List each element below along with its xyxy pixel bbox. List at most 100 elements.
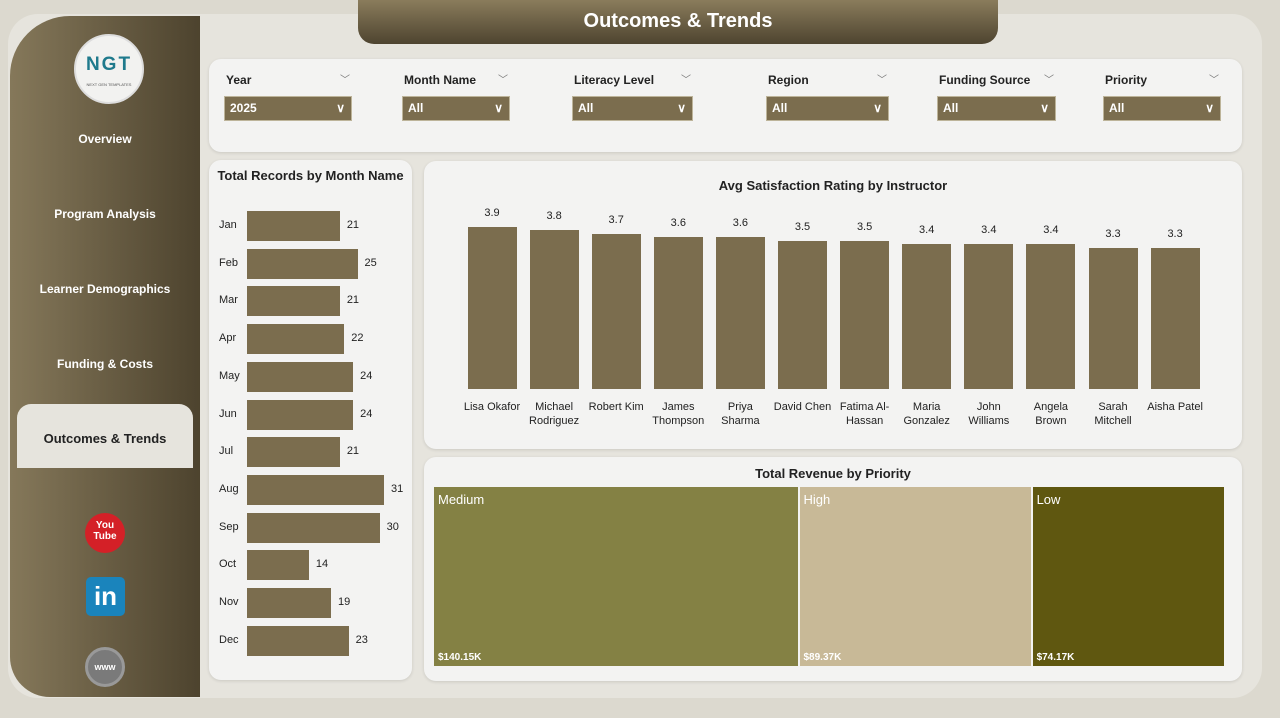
instructor-bar[interactable] (653, 237, 703, 389)
instructor-bar[interactable] (529, 230, 579, 389)
month-label: Dec (219, 633, 239, 646)
treemap-label: High (803, 492, 831, 507)
chevron-down-icon[interactable]: ﹀ (877, 75, 887, 86)
month-value: 24 (360, 407, 373, 420)
month-bar[interactable] (247, 399, 354, 430)
instructor-label: Maria Gonzalez (903, 401, 950, 427)
month-bar[interactable] (247, 211, 340, 241)
instructor-value: 3.3 (1167, 227, 1183, 240)
instructor-bar[interactable] (1150, 247, 1200, 389)
filter-panel (209, 59, 1242, 152)
logo: NGT NEXT GEN TEMPLATES (74, 34, 144, 104)
instructor-value: 3.4 (919, 224, 935, 237)
chevron-down-icon[interactable]: ﹀ (1044, 75, 1054, 86)
month-bar[interactable] (247, 248, 358, 279)
chart-title: Total Records by Month Name (217, 168, 404, 183)
month-value: 21 (346, 445, 360, 458)
filter-value: All (772, 101, 788, 115)
filter-funding-source-dropdown[interactable]: All ∨ (937, 96, 1056, 121)
filter-label-literacy-level: Literacy Level (574, 73, 655, 87)
instructor-label: Robert Kim (588, 401, 644, 413)
instructor-value: 3.5 (856, 220, 873, 233)
treemap-tile-low[interactable]: Low $74.17K (1032, 487, 1224, 666)
instructor-bar[interactable] (715, 237, 765, 389)
filter-literacy-level-dropdown[interactable]: All ∨ (572, 96, 693, 121)
instructor-label: David Chen (773, 401, 832, 413)
instructor-bar[interactable] (840, 240, 890, 389)
chevron-down-icon: ∨ (494, 101, 503, 115)
month-bar[interactable] (247, 588, 331, 618)
chevron-down-icon: ∨ (1205, 101, 1214, 115)
month-bar[interactable] (247, 286, 340, 317)
filter-region-dropdown[interactable]: All ∨ (766, 96, 889, 121)
instructor-label: Aisha Patel (1147, 401, 1203, 413)
filter-label-priority: Priority (1105, 73, 1148, 87)
chart-title: Avg Satisfaction Rating by Instructor (718, 178, 948, 193)
instructor-value: 3.6 (732, 217, 749, 230)
instructor-label: Angela Brown (1033, 401, 1069, 427)
nav-learner-demographics[interactable]: Learner Demographics (39, 282, 171, 296)
month-label: Apr (219, 332, 237, 345)
chevron-down-icon[interactable]: ﹀ (498, 75, 508, 86)
instructor-bar[interactable] (1026, 244, 1076, 389)
month-label: Oct (219, 558, 237, 571)
instructor-bar[interactable] (902, 244, 952, 389)
chevron-down-icon: ∨ (1040, 101, 1049, 115)
month-bar[interactable] (247, 625, 349, 656)
filter-label-month-name: Month Name (404, 73, 476, 87)
instructor-label: John Williams (968, 401, 1010, 427)
month-bar[interactable] (247, 550, 309, 581)
filter-month-name-dropdown[interactable]: All ∨ (402, 96, 510, 121)
month-value: 30 (386, 520, 399, 533)
treemap-label: Medium (438, 492, 485, 507)
filter-value: All (408, 101, 424, 115)
month-label: Sep (219, 520, 239, 533)
chevron-down-icon[interactable]: ﹀ (681, 75, 691, 86)
month-value: 22 (351, 332, 364, 345)
instructor-bar[interactable] (591, 233, 641, 389)
chevron-down-icon[interactable]: ﹀ (340, 75, 350, 86)
month-label: Jan (219, 219, 237, 231)
instructor-label: Priya Sharma (721, 401, 760, 427)
chevron-down-icon: ∨ (336, 101, 345, 115)
instructor-value: 3.9 (484, 207, 500, 219)
treemap-tile-medium[interactable]: Medium $140.15K (434, 487, 798, 666)
linkedin-icon[interactable]: in (86, 577, 125, 616)
instructor-bar[interactable] (467, 227, 517, 389)
filter-value: 2025 (230, 101, 257, 115)
month-label: Mar (219, 294, 238, 307)
treemap-tile-high[interactable]: High $89.37K (799, 487, 1031, 666)
filter-year-dropdown[interactable]: 2025 ∨ (224, 96, 352, 121)
nav-overview[interactable]: Overview (78, 132, 132, 146)
month-value: 24 (360, 369, 373, 382)
instructor-bar[interactable] (778, 240, 827, 389)
month-bar[interactable] (247, 361, 354, 392)
instructor-value: 3.8 (546, 210, 562, 223)
filter-priority-dropdown[interactable]: All ∨ (1103, 96, 1221, 121)
month-bar[interactable] (247, 437, 340, 468)
filter-label-year: Year (226, 73, 252, 87)
instructor-bar[interactable] (964, 244, 1014, 389)
globe-www-icon[interactable]: www (85, 647, 125, 687)
month-value: 21 (346, 219, 360, 231)
instructor-value: 3.4 (981, 224, 997, 237)
nav-funding-costs[interactable]: Funding & Costs (57, 357, 153, 371)
instructor-bar[interactable] (1088, 247, 1138, 389)
month-label: Aug (219, 482, 239, 495)
treemap-value: $140.15K (438, 652, 482, 663)
instructor-value: 3.7 (608, 213, 624, 226)
instructor-value: 3.5 (794, 220, 811, 233)
treemap-label: Low (1036, 492, 1061, 507)
nav-program-analysis[interactable]: Program Analysis (54, 207, 156, 221)
filter-label-funding-source: Funding Source (939, 73, 1031, 87)
nav-outcomes-trends[interactable]: Outcomes & Trends (17, 404, 193, 468)
month-bar[interactable] (247, 474, 385, 505)
filter-label-region: Region (768, 73, 809, 87)
month-label: Jul (219, 445, 234, 458)
chevron-down-icon[interactable]: ﹀ (1209, 75, 1219, 86)
instructor-value: 3.6 (670, 217, 686, 230)
month-bar[interactable] (247, 324, 345, 355)
month-value: 21 (346, 294, 360, 307)
youtube-icon[interactable]: You Tube (85, 513, 125, 553)
month-bar[interactable] (247, 512, 380, 543)
